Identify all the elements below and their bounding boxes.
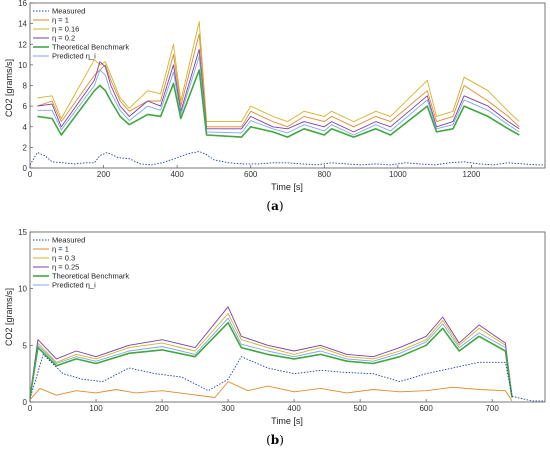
y-axis-label-b: CO2 [grams/s] [4,288,14,346]
series-line-5 [29,317,513,398]
legend-label: Measured [52,7,85,16]
x-tick-label: 200 [97,170,111,179]
panel-label-a: (a) [266,199,283,213]
series-line-1 [29,381,513,402]
y-tick-label: 6 [23,102,28,111]
series-line-2 [29,313,513,397]
series-line-4 [29,321,513,398]
x-tick-label: 800 [318,170,332,179]
y-tick-label: 4 [23,123,28,132]
legend-label: η = 0.2 [52,34,75,43]
y-tick-label: 10 [18,61,27,70]
legend-label: Predicted η_i [52,52,96,61]
y-tick-label: 0 [23,398,28,407]
x-tick-label: 1000 [389,170,407,179]
y-axis-label-a: CO2 [grams/s] [4,59,14,117]
x-tick-label: 700 [485,404,499,413]
series-line-5 [37,56,520,136]
x-tick-label: 500 [353,404,367,413]
series-line-4 [37,69,520,138]
axis-ticks-a: 0 200 400 600 800 1000 1200 0 2 4 6 8 10 12 14 16 [18,0,481,179]
x-tick-label: 0 [28,404,33,413]
y-tick-label: 2 [23,143,28,152]
series-group-b [29,306,545,402]
legend-label: η = 0.16 [52,25,79,34]
x-tick-label: 300 [221,404,235,413]
y-tick-label: 16 [18,0,27,8]
legend-label: Theoretical Benchmark [52,43,129,52]
y-tick-label: 8 [23,82,28,91]
x-tick-label: 400 [170,170,184,179]
x-tick-label: 400 [287,404,301,413]
y-tick-label: 5 [23,341,28,350]
x-axis-label-a: Time [s] [271,182,303,192]
series-line-1 [37,33,520,128]
y-tick-label: 12 [18,40,27,49]
series-line-3 [37,48,520,133]
axis-ticks-b: 0 100 200 300 400 500 600 700 0 5 10 15 [18,228,499,413]
legend-label: Measured [52,236,85,245]
legend-label: η = 1 [52,16,69,25]
legend-label: η = 1 [52,245,69,254]
x-tick-label: 1200 [463,170,481,179]
panel-label-b: (b) [266,433,284,447]
y-tick-label: 0 [23,164,28,173]
x-tick-label: 100 [89,404,103,413]
x-axis-label-b: Time [s] [271,416,303,426]
series-line-3 [29,306,513,397]
y-tick-label: 14 [18,20,27,29]
legend-label: η = 0.3 [52,254,75,263]
y-tick-label: 10 [18,285,27,294]
legend-label: η = 0.25 [52,263,79,272]
series-group-a [29,21,545,166]
plot-area-a [29,2,546,169]
legend-label: Theoretical Benchmark [52,272,129,281]
series-line-2 [37,21,520,123]
chart-a: 0 200 400 600 800 1000 1200 0 2 4 6 8 10 12 14 16 Measu… [4,0,546,213]
plot-area-b [29,231,546,403]
series-line-0 [29,353,545,402]
x-tick-label: 600 [244,170,258,179]
x-tick-label: 200 [155,404,169,413]
x-tick-label: 600 [419,404,433,413]
series-line-0 [29,151,545,166]
legend-label: Predicted η_i [52,281,96,290]
y-tick-label: 15 [18,228,27,237]
x-tick-label: 0 [28,170,33,179]
